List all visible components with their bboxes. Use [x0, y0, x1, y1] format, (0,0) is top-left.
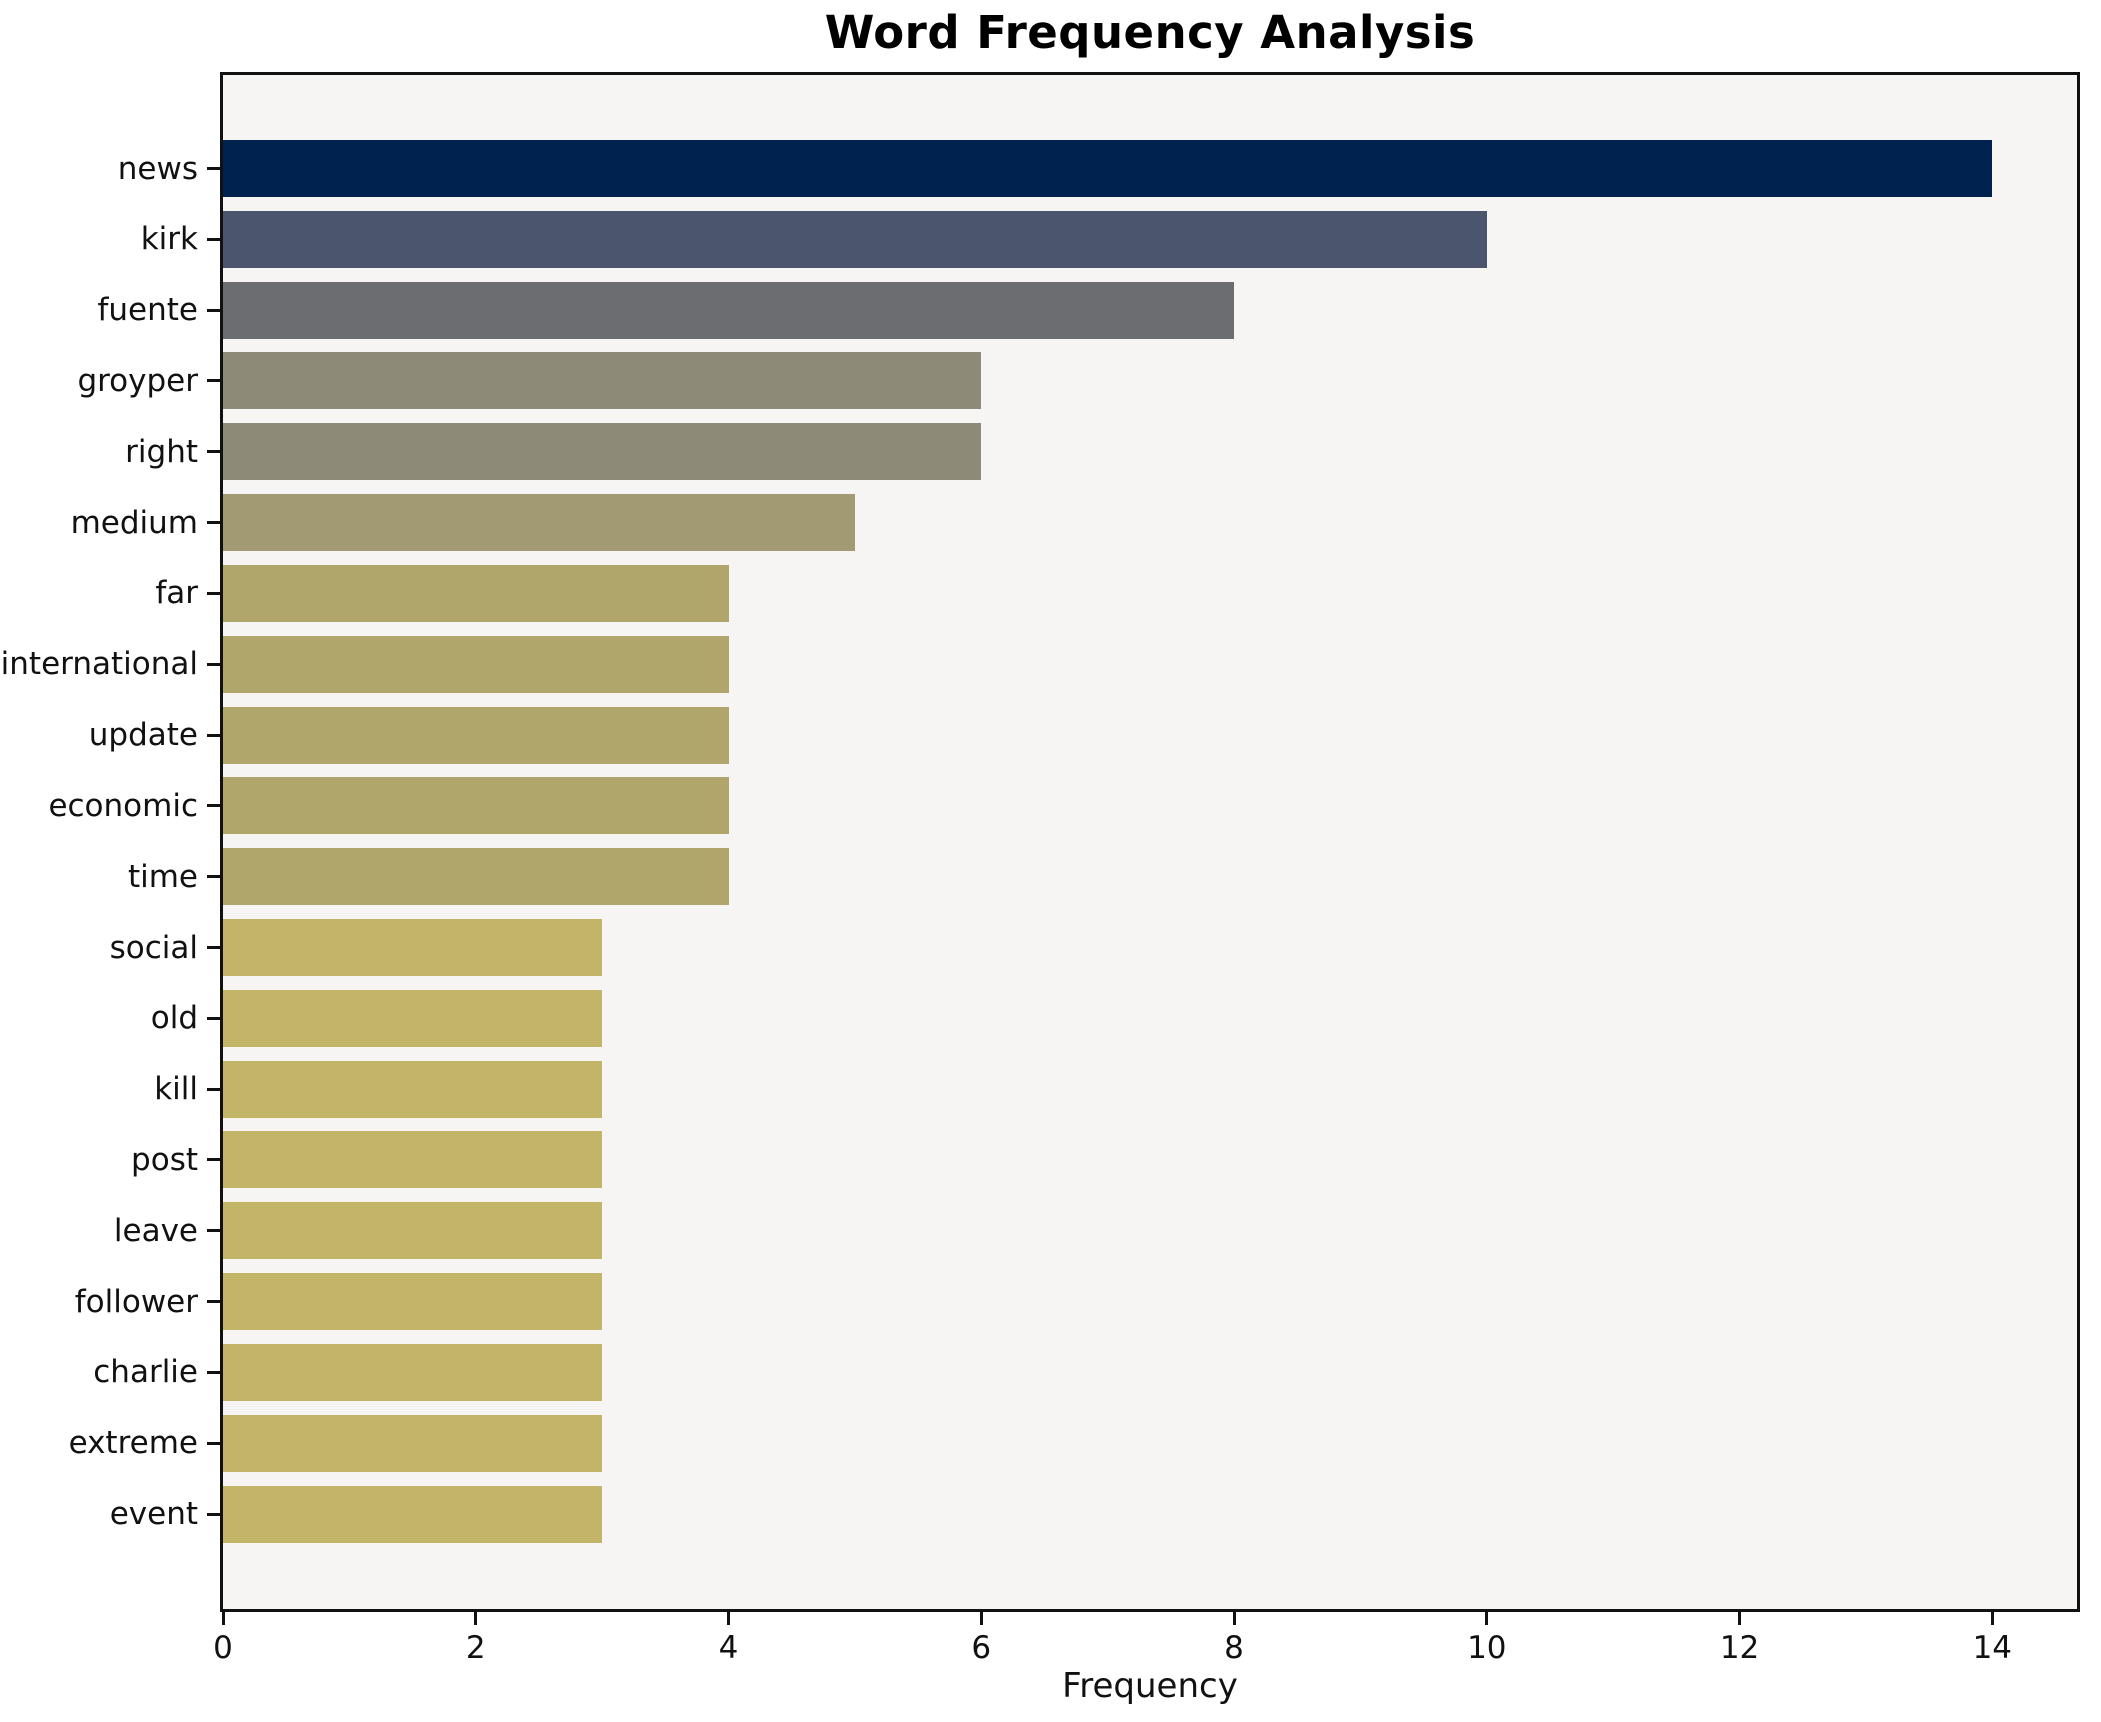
ytick-mark: [207, 1441, 220, 1445]
bar-social: [223, 919, 603, 977]
ytick-mark: [207, 591, 220, 595]
ytick-label-post: post: [131, 1141, 198, 1178]
bar-international: [223, 635, 729, 693]
ytick-mark: [207, 1087, 220, 1091]
ytick-label-kirk: kirk: [140, 221, 198, 258]
ytick-mark: [207, 167, 220, 170]
ytick-label-fuente: fuente: [97, 292, 198, 329]
xtick-label-14: 14: [1972, 1630, 2013, 1666]
ytick-mark: [207, 804, 220, 808]
xtick-mark: [1990, 1612, 1994, 1625]
ytick-label-follower: follower: [74, 1283, 198, 1320]
ytick-mark: [207, 1016, 220, 1020]
bar-fuente: [223, 281, 1235, 339]
ytick-label-extreme: extreme: [68, 1425, 198, 1462]
ytick-label-news: news: [117, 150, 198, 187]
bar-update: [223, 706, 729, 764]
bar-event: [223, 1485, 603, 1543]
ytick-mark: [207, 1158, 220, 1162]
ytick-mark: [207, 308, 220, 312]
bar-old: [223, 989, 603, 1047]
xtick-mark: [727, 1612, 731, 1625]
ytick-mark: [207, 237, 220, 241]
ytick-mark: [207, 379, 220, 383]
bar-economic: [223, 777, 729, 835]
ytick-label-old: old: [150, 1000, 198, 1037]
xtick-label-2: 2: [465, 1630, 486, 1666]
xtick-label-12: 12: [1719, 1630, 1760, 1666]
bar-far: [223, 564, 729, 622]
ytick-mark: [207, 662, 220, 666]
ytick-mark: [207, 875, 220, 879]
xtick-mark: [979, 1612, 983, 1625]
bar-kill: [223, 1060, 603, 1118]
plot-area: [220, 72, 2080, 1612]
ytick-label-right: right: [125, 433, 198, 470]
ytick-label-far: far: [155, 575, 198, 612]
xtick-label-8: 8: [1224, 1630, 1244, 1666]
xtick-label-10: 10: [1467, 1630, 1507, 1666]
xtick-label-0: 0: [213, 1630, 233, 1666]
ytick-mark: [207, 1512, 220, 1516]
xtick-mark: [1485, 1612, 1489, 1625]
ytick-mark: [207, 733, 220, 737]
ytick-label-medium: medium: [70, 504, 198, 541]
bar-kirk: [223, 210, 1487, 268]
bar-charlie: [223, 1343, 603, 1401]
xtick-label-4: 4: [718, 1630, 739, 1666]
bars-layer: [223, 75, 2077, 1609]
bar-follower: [223, 1273, 603, 1331]
bar-post: [223, 1131, 603, 1189]
ytick-mark: [207, 1300, 220, 1304]
xtick-mark: [474, 1612, 478, 1625]
ytick-label-social: social: [109, 929, 198, 966]
ytick-mark: [207, 1370, 220, 1374]
ytick-label-international: international: [0, 646, 198, 683]
bar-news: [223, 140, 1993, 197]
ytick-label-groyper: groyper: [77, 362, 198, 399]
ytick-label-update: update: [88, 717, 198, 754]
ytick-label-event: event: [109, 1496, 198, 1533]
bar-groyper: [223, 352, 982, 410]
xtick-mark: [1232, 1612, 1236, 1625]
bar-extreme: [223, 1414, 603, 1472]
ytick-label-leave: leave: [113, 1212, 198, 1249]
chart-title: Word Frequency Analysis: [824, 6, 1476, 59]
bar-time: [223, 848, 729, 906]
ytick-label-economic: economic: [48, 787, 198, 824]
bar-leave: [223, 1202, 603, 1260]
ytick-mark: [207, 450, 220, 454]
ytick-mark: [207, 1229, 220, 1233]
ytick-label-time: time: [127, 858, 198, 895]
ytick-label-charlie: charlie: [93, 1354, 198, 1391]
xtick-label-6: 6: [971, 1630, 992, 1666]
xtick-mark: [221, 1612, 225, 1625]
x-axis-label: Frequency: [1062, 1666, 1238, 1706]
bar-medium: [223, 494, 855, 552]
ytick-mark: [207, 946, 220, 950]
xtick-mark: [1738, 1612, 1742, 1625]
bar-right: [223, 423, 982, 481]
ytick-mark: [207, 521, 220, 525]
ytick-label-kill: kill: [154, 1071, 198, 1108]
